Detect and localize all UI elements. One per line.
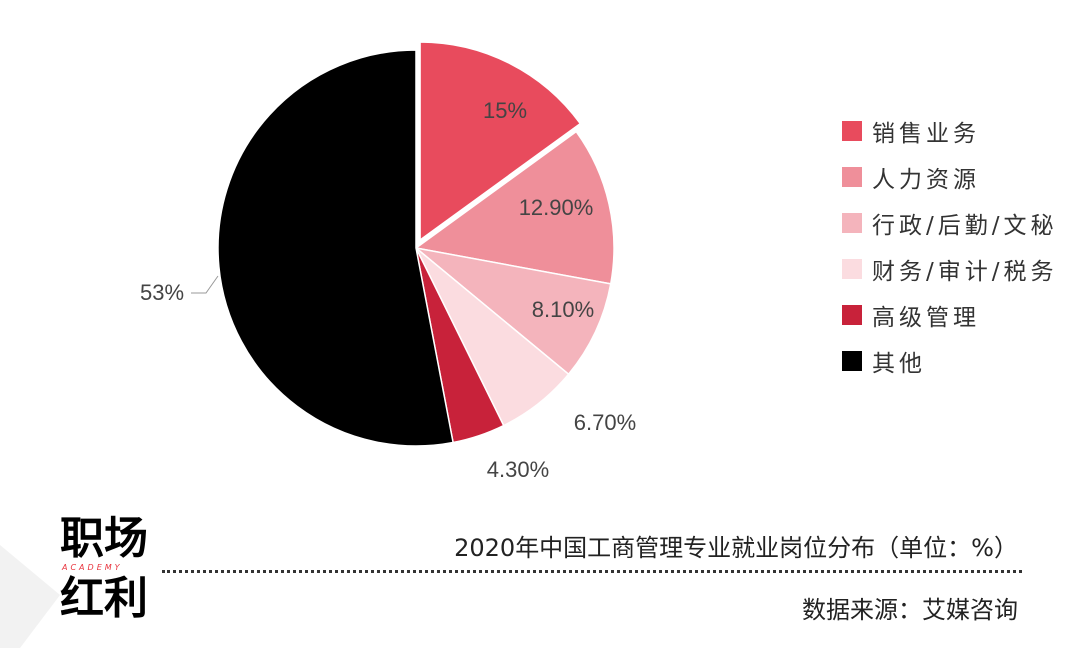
legend-item-admin: 行政/后勤/文秘 <box>842 200 1058 246</box>
data-label: 4.30% <box>487 457 549 482</box>
legend-item-senior-mgmt: 高级管理 <box>842 292 1058 338</box>
chart-title: 2020年中国工商管理专业就业岗位分布（单位：%） <box>454 534 1018 562</box>
pie-slice <box>413 246 612 376</box>
divider <box>162 570 1022 573</box>
brand-logo: 职场 ACADEMY 红利 <box>0 505 160 648</box>
source-note: 数据来源：艾媒咨询 <box>802 596 1018 624</box>
legend-swatch <box>842 121 862 141</box>
legend-label: 其他 <box>872 351 926 377</box>
legend-item-other: 其他 <box>842 338 1058 384</box>
legend-label: 销售业务 <box>872 121 980 147</box>
logo-star-icon <box>0 545 60 648</box>
legend-swatch <box>842 259 862 279</box>
pie-slice <box>217 49 454 447</box>
logo-line2: 红利 <box>60 573 148 624</box>
pie-chart: 15% 12.90% 8.10% 6.70% 4.30% 53% <box>140 41 636 482</box>
legend-swatch <box>842 167 862 187</box>
legend-swatch <box>842 351 862 371</box>
data-label: 15% <box>483 98 527 123</box>
data-label: 6.70% <box>574 410 636 435</box>
legend-swatch <box>842 213 862 233</box>
legend-swatch <box>842 305 862 325</box>
legend-item-sales: 销售业务 <box>842 108 1058 154</box>
legend-item-finance: 财务/审计/税务 <box>842 246 1058 292</box>
pie-slice <box>414 130 615 285</box>
legend: 销售业务 人力资源 行政/后勤/文秘 财务/审计/税务 高级管理 其他 <box>842 108 1058 384</box>
leader-line <box>191 275 219 294</box>
data-label: 12.90% <box>519 195 594 220</box>
legend-label: 高级管理 <box>872 305 980 331</box>
legend-label: 财务/审计/税务 <box>872 259 1058 285</box>
data-label: 8.10% <box>532 297 594 322</box>
logo-line1: 职场 <box>60 513 148 564</box>
data-label: 53% <box>140 280 184 305</box>
legend-item-hr: 人力资源 <box>842 154 1058 200</box>
legend-label: 行政/后勤/文秘 <box>872 213 1058 239</box>
logo-sub: ACADEMY <box>62 563 123 572</box>
pie-slice <box>419 41 582 242</box>
legend-label: 人力资源 <box>872 167 980 193</box>
